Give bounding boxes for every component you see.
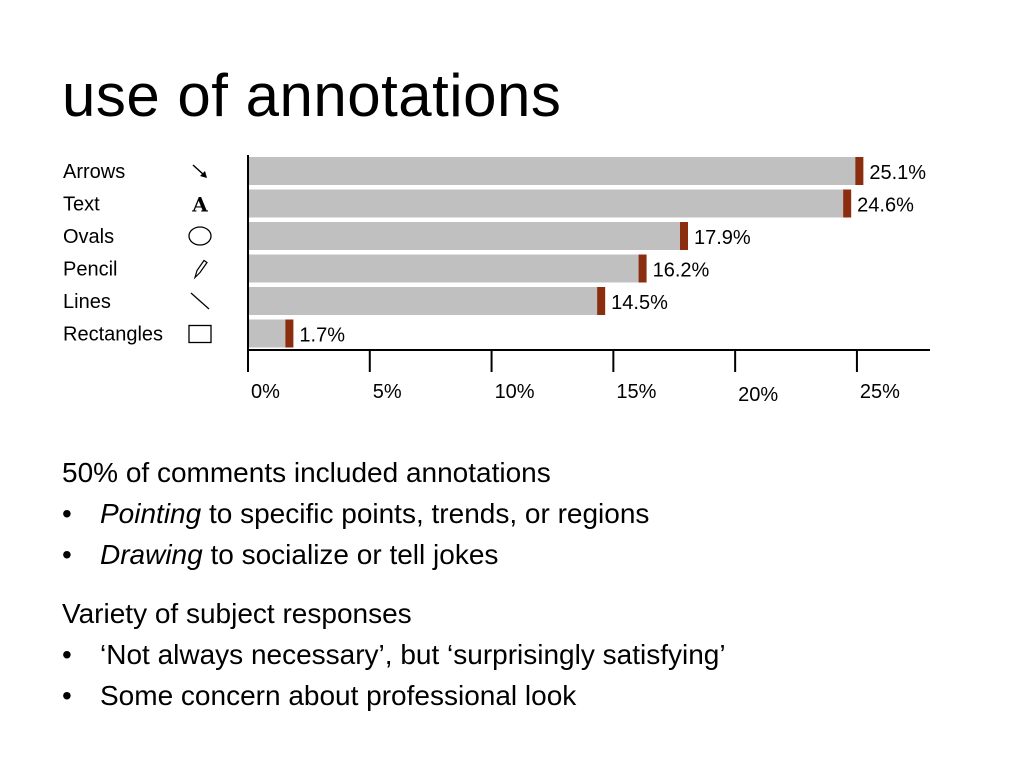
bullet-professional-look: • Some concern about professional look: [62, 675, 726, 716]
category-label: Text: [63, 194, 100, 216]
bullet-not-always-necessary: • ‘Not always necessary’, but ‘surprising…: [62, 634, 726, 675]
value-label: 17.9%: [694, 227, 751, 249]
category-label: Pencil: [63, 259, 117, 281]
bar-end-marker: [638, 254, 647, 283]
bar-end-marker: [679, 222, 688, 250]
bar-end-marker: [597, 287, 606, 315]
x-tick-label: 0%: [251, 381, 280, 403]
bar-text: [248, 189, 848, 218]
bar-rectangles: [248, 319, 290, 348]
bullet-em-text: Drawing: [100, 539, 203, 570]
x-tick-label: 25%: [860, 381, 900, 403]
bullet-drawing: • Drawing to socialize or tell jokes: [62, 534, 726, 575]
bar-arrows: [248, 157, 860, 185]
bar-end-marker: [855, 157, 864, 185]
value-label: 14.5%: [611, 292, 668, 314]
line-icon: [190, 292, 210, 310]
category-label: Arrows: [63, 161, 125, 183]
text-icon: A: [191, 193, 208, 217]
value-label: 16.2%: [653, 260, 710, 282]
bullet-dot: •: [62, 639, 72, 670]
bullet-em-text: Pointing: [100, 498, 202, 529]
slide-body: 50% of comments included annotations • Po…: [62, 452, 726, 716]
oval-icon: [188, 226, 212, 246]
svg-text:A: A: [191, 193, 208, 217]
group1-heading: 50% of comments included annotations: [62, 457, 551, 488]
bar-end-marker: [843, 189, 852, 218]
pencil-icon: [193, 259, 208, 280]
bullet-dot: •: [62, 498, 72, 529]
bullet-text: to specific points, trends, or regions: [201, 498, 650, 529]
x-tick-label: 5%: [373, 381, 402, 403]
value-label: 25.1%: [869, 162, 926, 184]
category-label: Lines: [63, 291, 111, 313]
annotation-usage-chart: 0% 5% 10% 15% 20% 25% Arrows 25.1% Text A 24.6% Ov…: [63, 155, 930, 406]
bar-end-marker: [285, 319, 294, 348]
bullet-text: Some concern about professional look: [100, 680, 577, 711]
value-label: 1.7%: [299, 325, 345, 347]
value-label: 24.6%: [857, 195, 914, 217]
bar-pencil: [248, 254, 643, 283]
arrow-icon: [192, 164, 207, 178]
category-label: Rectangles: [63, 324, 163, 346]
x-tick-label: 15%: [616, 381, 656, 403]
bullet-text: to socialize or tell jokes: [202, 539, 499, 570]
x-tick-label: 20%: [738, 384, 778, 406]
bar-ovals: [248, 222, 684, 250]
bullet-dot: •: [62, 680, 72, 711]
bar-lines: [248, 287, 602, 315]
bullet-text: ‘Not always necessary’, but ‘surprisingl…: [100, 639, 726, 670]
rectangle-icon: [188, 324, 212, 344]
slide-title: use of annotations: [62, 62, 562, 129]
bullet-dot: •: [62, 539, 72, 570]
category-label: Ovals: [63, 226, 114, 248]
group2-heading: Variety of subject responses: [62, 598, 412, 629]
x-tick-label: 10%: [495, 381, 535, 403]
bullet-pointing: • Pointing to specific points, trends, or…: [62, 493, 726, 534]
